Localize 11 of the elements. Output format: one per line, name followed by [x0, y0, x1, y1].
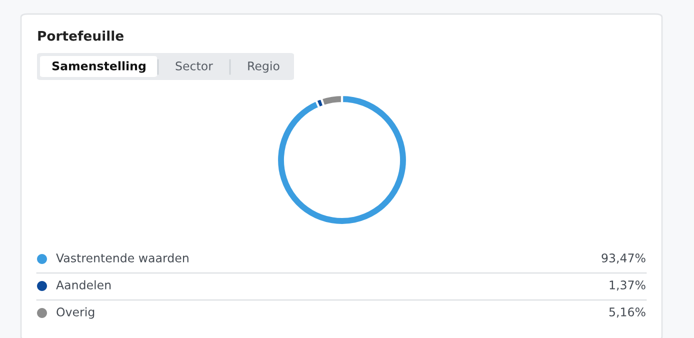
- data-label: 93,47%: [602, 253, 646, 264]
- data-label: 1,37%: [610, 280, 646, 291]
- legend-label: Overig: [56, 307, 94, 319]
- text: Regio: [248, 61, 280, 73]
- data-label: 5,16%: [609, 307, 646, 318]
- text: Samenstelling: [52, 61, 146, 73]
- text: Sector: [176, 61, 213, 70]
- legend-label: Aandelen: [56, 280, 111, 290]
- chart-title: Portefeuille: [38, 30, 124, 41]
- donut-slice: [276, 94, 408, 226]
- legend-label: Vastrentende waarden: [56, 253, 188, 262]
